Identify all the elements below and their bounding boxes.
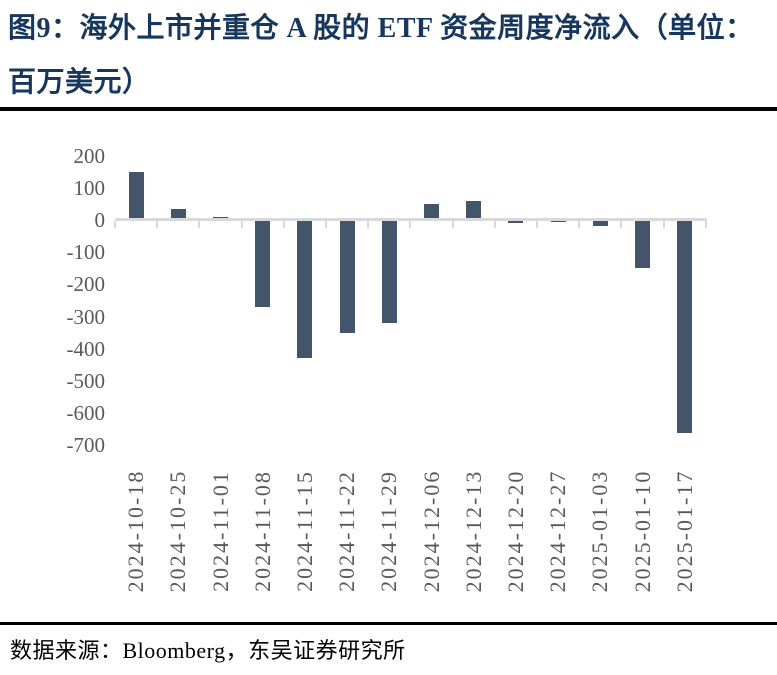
y-axis-tick-label: -700 <box>66 433 106 458</box>
bar-2025-01-03 <box>592 220 608 226</box>
bar-2024-11-15 <box>297 220 313 359</box>
y-axis-tick-label: -400 <box>66 336 106 361</box>
bar-2025-01-10 <box>635 220 650 269</box>
x-axis-tick-label: 2024-12-06 <box>418 469 444 593</box>
x-axis-tick-label: 2024-12-27 <box>545 469 571 593</box>
y-axis-tick-label: -600 <box>66 401 106 426</box>
x-axis-tick-label: 2024-11-15 <box>291 470 317 592</box>
y-axis-tick-label: -100 <box>66 240 106 265</box>
x-axis-tick <box>114 221 116 228</box>
bar-2024-12-06 <box>424 203 439 220</box>
x-axis-tick-label: 2024-10-18 <box>123 469 149 593</box>
bar-2025-01-17 <box>677 220 693 433</box>
source-note: 数据来源：Bloomberg，东吴证券研究所 <box>10 638 406 663</box>
x-axis-tick-label: 2024-12-20 <box>502 469 528 593</box>
x-axis-tick-label: 2024-12-13 <box>460 469 486 593</box>
bar-2024-10-18 <box>128 171 144 220</box>
source-separator <box>0 622 777 625</box>
figure-title: 图9：海外上市并重仓 A 股的 ETF 资金周度净流入（单位：百万美元） <box>8 13 754 98</box>
x-axis-tick <box>282 221 285 228</box>
bar-2024-10-25 <box>170 208 186 220</box>
x-axis-tick-label: 2024-11-29 <box>376 470 402 592</box>
x-axis-line <box>115 218 707 221</box>
x-axis-tick <box>409 221 412 228</box>
x-axis-tick <box>198 221 201 228</box>
x-axis-tick <box>620 221 623 228</box>
bar-2024-12-20 <box>508 220 524 223</box>
y-axis-tick-label: 100 <box>73 175 106 200</box>
x-axis-tick-label: 2024-10-25 <box>165 469 191 593</box>
y-axis-tick-label: 200 <box>73 143 106 168</box>
x-axis-tick <box>451 221 454 228</box>
bar-2024-11-22 <box>339 220 355 333</box>
x-axis-tick-label: 2025-01-10 <box>629 469 655 593</box>
x-axis-tick-label: 2024-11-08 <box>249 470 275 592</box>
x-axis-tick <box>325 221 327 228</box>
bar-2024-12-13 <box>466 200 482 220</box>
y-axis-tick-label: -200 <box>66 272 106 297</box>
x-axis-tick-label: 2024-11-22 <box>334 470 360 592</box>
x-axis-tick-label: 2024-11-01 <box>207 470 233 592</box>
x-axis-tick <box>493 221 496 228</box>
bar-2024-11-08 <box>255 220 271 307</box>
x-axis-tick <box>156 221 159 228</box>
title-separator <box>0 107 777 111</box>
x-axis-tick <box>578 221 581 228</box>
x-axis-tick <box>367 221 370 228</box>
y-axis-tick-label: 0 <box>94 208 106 232</box>
x-axis-tick <box>240 221 243 228</box>
bar-2024-11-29 <box>381 220 397 324</box>
x-axis-tick-label: 2025-01-17 <box>671 469 697 593</box>
y-axis-tick-label: -300 <box>66 304 106 329</box>
y-axis-tick-label: -500 <box>66 369 106 393</box>
x-axis-tick <box>704 221 707 228</box>
x-axis-tick <box>662 221 665 228</box>
x-axis-tick <box>536 221 538 228</box>
x-axis-tick-label: 2025-01-03 <box>587 469 613 593</box>
